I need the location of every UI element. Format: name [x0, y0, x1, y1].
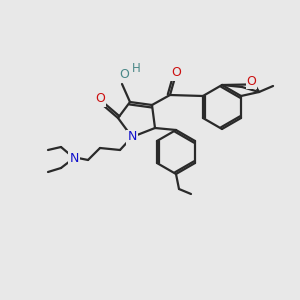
Text: N: N	[127, 130, 137, 143]
Text: H: H	[132, 61, 140, 74]
Text: N: N	[69, 152, 79, 164]
Text: O: O	[247, 75, 256, 88]
Text: O: O	[171, 67, 181, 80]
Text: O: O	[119, 68, 129, 80]
Text: O: O	[95, 92, 105, 106]
